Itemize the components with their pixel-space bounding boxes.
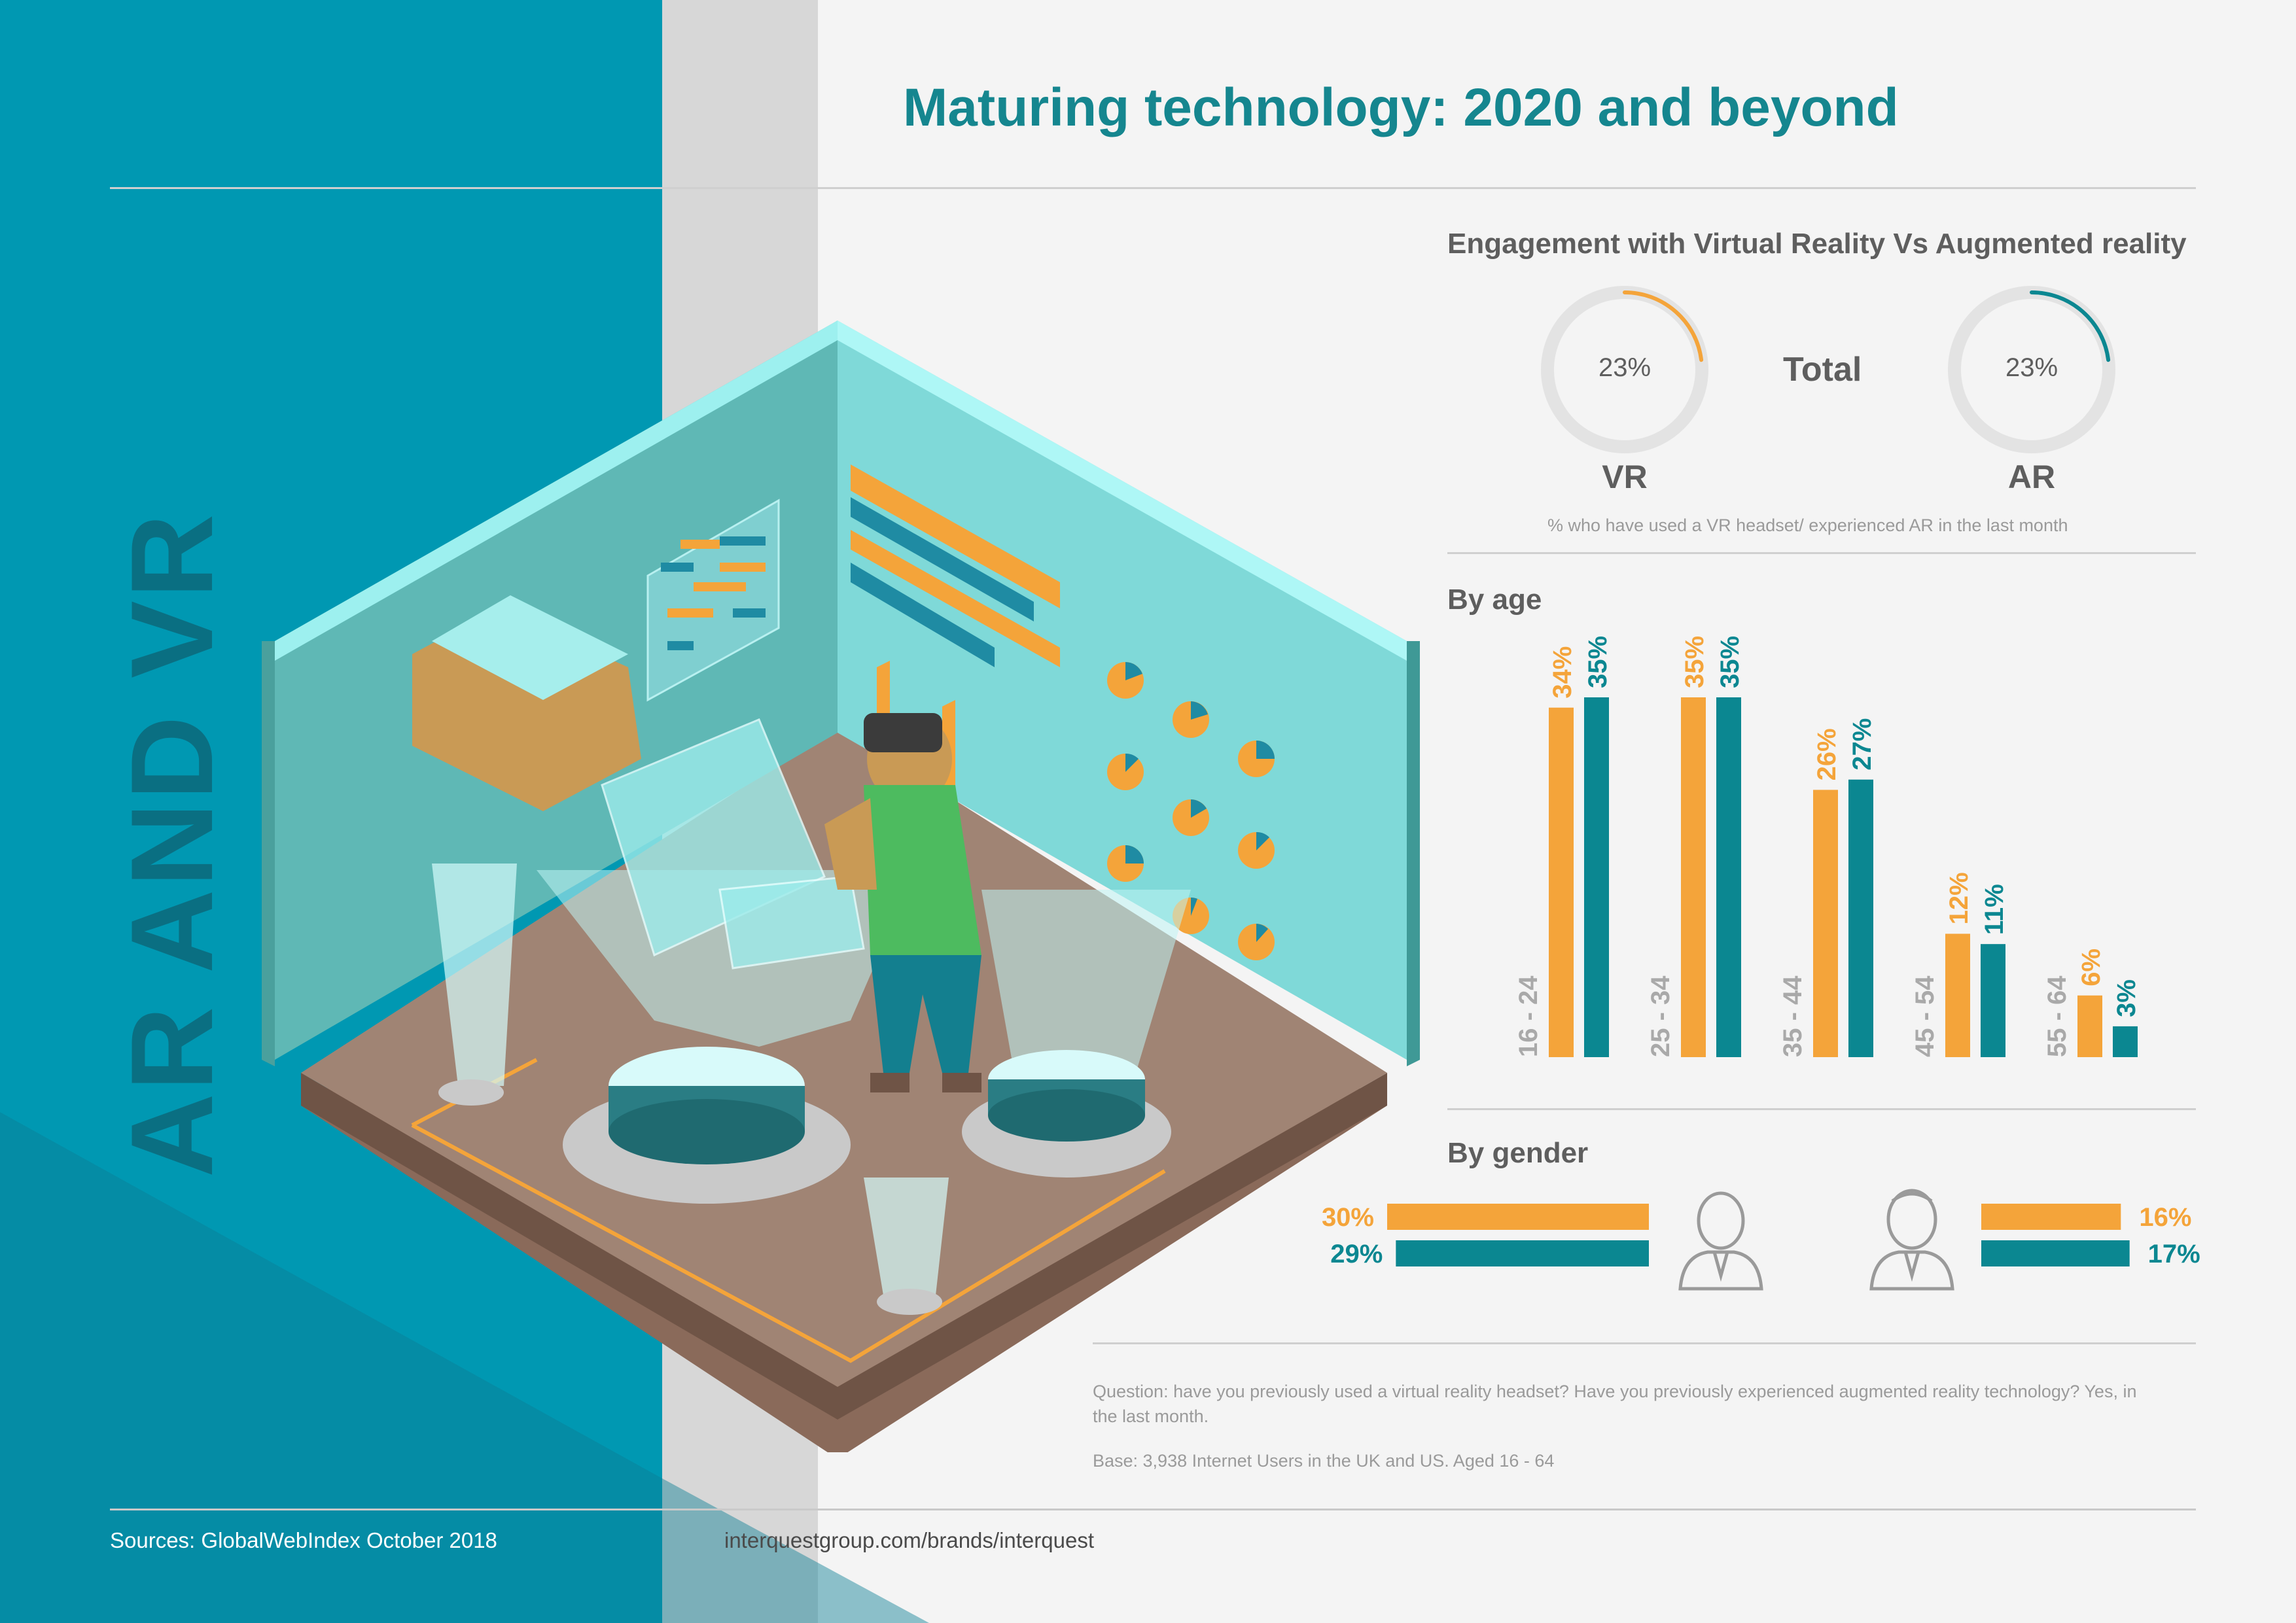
age-value-label: 3% bbox=[2112, 979, 2141, 1017]
age-bar bbox=[1981, 944, 2005, 1057]
ar-donut-arc bbox=[2030, 290, 2111, 362]
age-bar bbox=[1813, 790, 1838, 1057]
diagonal-shade bbox=[0, 1112, 929, 1623]
age-bar bbox=[1848, 779, 1873, 1057]
female-icon bbox=[1869, 1189, 1954, 1291]
page-title: Maturing technology: 2020 and beyond bbox=[903, 78, 1899, 137]
age-divider bbox=[1447, 1108, 2196, 1110]
vr-donut-value: 23% bbox=[1598, 353, 1651, 382]
age-category-label: 16 - 24 bbox=[1514, 975, 1543, 1057]
engagement-heading: Engagement with Virtual Reality Vs Augme… bbox=[1447, 228, 2187, 260]
question-note: Question: have you previously used a vir… bbox=[1093, 1382, 2137, 1426]
footnote-divider bbox=[1093, 1342, 2196, 1344]
base-note: Base: 3,938 Internet Users in the UK and… bbox=[1093, 1451, 1555, 1471]
age-value-label: 26% bbox=[1812, 728, 1841, 780]
sources-text: Sources: GlobalWebIndex October 2018 bbox=[110, 1528, 497, 1552]
vr-donut-arc bbox=[1623, 290, 1704, 362]
age-category-label: 55 - 64 bbox=[2043, 975, 2072, 1057]
age-value-label: 27% bbox=[1848, 718, 1877, 771]
vr-room-illustration bbox=[262, 321, 1420, 1452]
website-link[interactable]: interquestgroup.com/brands/interquest bbox=[724, 1528, 1094, 1552]
ar-donut-label: AR bbox=[2007, 459, 2056, 495]
by-age-heading: By age bbox=[1447, 584, 1542, 616]
age-bar bbox=[1549, 707, 1574, 1057]
age-value-label: 6% bbox=[2077, 949, 2106, 986]
age-bar bbox=[1945, 934, 1970, 1057]
engagement-note: % who have used a VR headset/ experience… bbox=[1547, 515, 2068, 535]
ar-donut-value: 23% bbox=[2005, 353, 2058, 382]
male-value-label: 30% bbox=[1322, 1203, 1374, 1232]
male-bar bbox=[1396, 1240, 1649, 1266]
by-gender-heading: By gender bbox=[1447, 1137, 1589, 1169]
ar-donut bbox=[1948, 286, 2115, 453]
male-icon bbox=[1678, 1191, 1763, 1291]
age-value-label: 35% bbox=[1680, 636, 1709, 688]
side-title: AR AND VR bbox=[107, 511, 237, 1178]
title-divider bbox=[110, 187, 2196, 189]
age-value-label: 35% bbox=[1583, 636, 1612, 688]
age-bar bbox=[2077, 995, 2102, 1057]
female-value-label: 17% bbox=[2148, 1240, 2200, 1268]
age-category-label: 35 - 44 bbox=[1778, 975, 1807, 1057]
gender-bar-chart: 30% 29% 16% 17% bbox=[1322, 1189, 2200, 1291]
male-value-label: 29% bbox=[1330, 1240, 1383, 1268]
footer-divider bbox=[110, 1509, 2196, 1510]
age-value-label: 34% bbox=[1548, 646, 1577, 699]
female-bar bbox=[1981, 1204, 2121, 1230]
age-category-label: 45 - 54 bbox=[1911, 975, 1939, 1057]
age-value-label: 12% bbox=[1945, 872, 1973, 924]
female-bar bbox=[1981, 1240, 2130, 1266]
age-category-label: 25 - 34 bbox=[1646, 975, 1675, 1057]
engagement-divider bbox=[1447, 552, 2196, 554]
age-value-label: 11% bbox=[1980, 884, 2009, 935]
age-bar bbox=[1681, 697, 1706, 1057]
total-label: Total bbox=[1783, 351, 1862, 389]
age-bar bbox=[1584, 697, 1609, 1057]
vr-donut-label: VR bbox=[1602, 459, 1648, 495]
male-bar bbox=[1387, 1204, 1649, 1230]
age-bar bbox=[1716, 697, 1741, 1057]
female-value-label: 16% bbox=[2139, 1203, 2191, 1232]
age-value-label: 35% bbox=[1716, 636, 1744, 688]
age-bar bbox=[2113, 1026, 2138, 1057]
vr-donut bbox=[1541, 286, 1708, 453]
